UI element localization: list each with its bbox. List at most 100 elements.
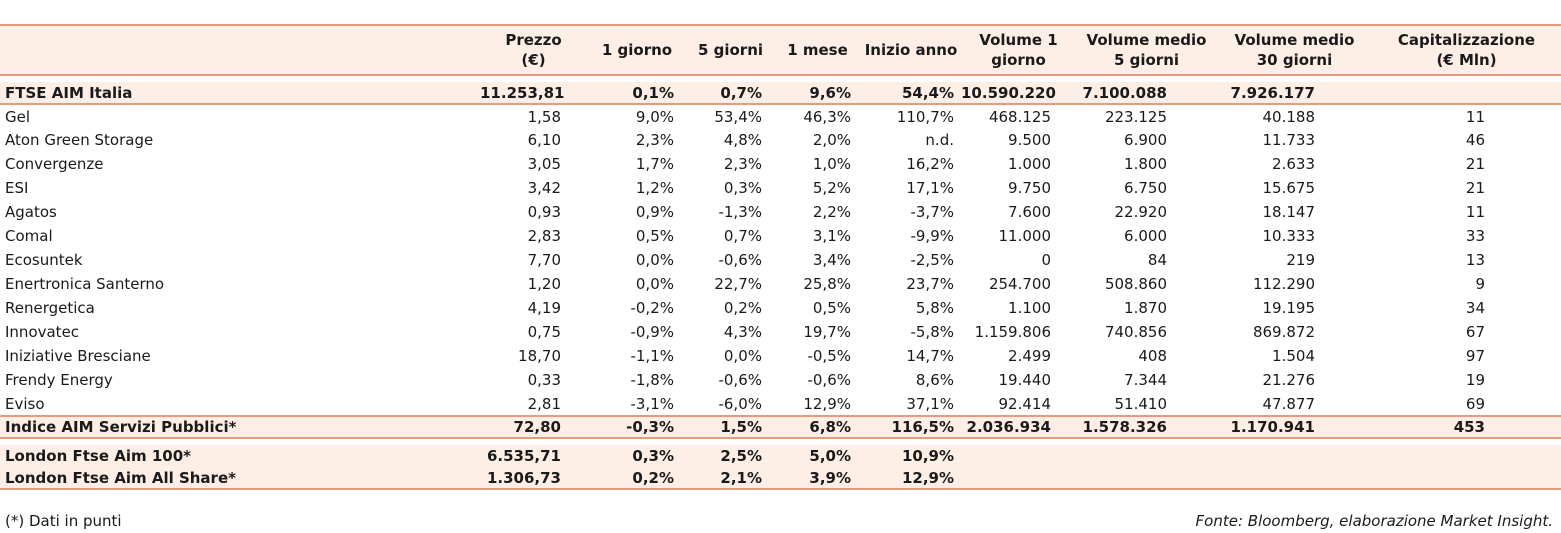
aim-utilities-table: Prezzo (€) 1 giorno 5 giorni 1 mese Inizio an… xyxy=(0,24,1561,490)
cell-5-days: 2,1% xyxy=(687,467,774,490)
table-row: Convergenze 3,05 1,7% 2,3% 1,0% 16,2% 1.000 1.8… xyxy=(0,152,1561,176)
row-name: Frendy Energy xyxy=(5,371,113,389)
table-row: Enertronica Santerno 1,20 0,0% 22,7% 25,8% 23… xyxy=(0,272,1561,296)
cell-5-days: -0,6% xyxy=(718,251,762,269)
row-name: Convergenze xyxy=(5,155,104,173)
cell-volume-avg-30-days: 10.333 xyxy=(1262,227,1316,245)
cell-market-cap: 9 xyxy=(1475,275,1485,293)
cell-price: 6,10 xyxy=(527,131,561,149)
table-row: Gel 1,58 9,0% 53,4% 46,3% 110,7% 468.125 223.12… xyxy=(0,104,1561,128)
cell-market-cap: 67 xyxy=(1465,323,1485,341)
header-1-month: 1 mese xyxy=(774,24,861,75)
row-name: London Ftse Aim All Share* xyxy=(0,467,480,490)
cell-5-days: 0,3% xyxy=(723,179,762,197)
cell-5-days: 2,5% xyxy=(720,447,762,465)
cell-price: 3,42 xyxy=(527,179,561,197)
cell-volume-avg-30-days: 15.675 xyxy=(1262,179,1316,197)
cell-volume-avg-30-days: 1.170.941 xyxy=(1217,415,1372,439)
cell-1-month: -0,5% xyxy=(807,347,851,365)
table-row: Aton Green Storage 6,10 2,3% 4,8% 2,0% n.d. 9.… xyxy=(0,128,1561,152)
cell-5-days: 0,0% xyxy=(723,347,762,365)
cell-volume-avg-30-days: 11.733 xyxy=(1262,131,1316,149)
source-note: Fonte: Bloomberg, elaborazione Market In… xyxy=(1195,512,1553,530)
cell-1-day: 9,0% xyxy=(635,107,674,126)
cell-volume-1-day: 9.750 xyxy=(1008,179,1051,197)
cell-volume-avg-5-days: 51.410 xyxy=(1114,394,1168,413)
cell-1-month: 6,8% xyxy=(774,415,861,439)
index-row-london-aim-all-share: London Ftse Aim All Share* 1.306,73 0,2% 2,… xyxy=(0,467,1561,490)
cell-ytd: 12,9% xyxy=(861,467,961,490)
cell-1-day: -0,3% xyxy=(587,415,687,439)
cell-market-cap: 21 xyxy=(1465,155,1485,173)
market-table-wrapper: Prezzo (€) 1 giorno 5 giorni 1 mese Inizio an… xyxy=(0,24,1561,490)
cell-1-month: 3,4% xyxy=(812,251,851,269)
cell-ytd: 110,7% xyxy=(896,107,954,126)
cell-market-cap: 97 xyxy=(1465,347,1485,365)
row-name: Agatos xyxy=(5,203,57,221)
cell-1-month: 5,2% xyxy=(812,179,851,197)
cell-1-day: 1,7% xyxy=(635,155,674,173)
cell-1-day: 0,1% xyxy=(587,82,687,105)
cell-5-days: -1,3% xyxy=(718,203,762,221)
cell-volume-1-day: 1.100 xyxy=(1008,299,1051,317)
row-name: ESI xyxy=(5,179,29,197)
cell-price: 4,19 xyxy=(527,299,561,317)
cell-price: 0,93 xyxy=(527,203,561,221)
cell-1-month: 25,8% xyxy=(803,275,851,293)
cell-market-cap xyxy=(1372,445,1561,467)
row-name: Aton Green Storage xyxy=(5,131,154,149)
cell-5-days: 0,7% xyxy=(687,82,774,105)
row-name: Ecosuntek xyxy=(5,251,83,269)
row-name: Renergetica xyxy=(5,299,95,317)
header-1-day: 1 giorno xyxy=(587,24,687,75)
index-row-aim-servizi-pubblici: Indice AIM Servizi Pubblici* 72,80 -0,3% 1,… xyxy=(0,415,1561,439)
cell-1-month: 1,0% xyxy=(812,155,851,173)
cell-1-day: 0,2% xyxy=(587,467,687,490)
cell-volume-avg-5-days: 1.578.326 xyxy=(1076,415,1217,439)
row-name: Iniziative Bresciane xyxy=(5,347,151,365)
table-footer: (*) Dati in punti Fonte: Bloomberg, elab… xyxy=(0,510,1561,532)
cell-volume-avg-30-days: 2.633 xyxy=(1272,155,1315,173)
cell-ytd: 116,5% xyxy=(861,415,961,439)
cell-ytd: 37,1% xyxy=(906,394,954,413)
cell-market-cap xyxy=(1372,82,1561,105)
cell-price: 2,83 xyxy=(527,227,561,245)
cell-1-month: 2,0% xyxy=(812,131,851,149)
table-row: Comal 2,83 0,5% 0,7% 3,1% -9,9% 11.000 6.000 10.… xyxy=(0,224,1561,248)
index-row-london-aim-100: London Ftse Aim 100* 6.535,71 0,3% 2,5% 5,0%… xyxy=(0,445,1561,467)
cell-volume-1-day: 2.499 xyxy=(1008,347,1051,365)
header-market-cap: Capitalizzazione (€ Mln) xyxy=(1372,24,1561,75)
header-volume-1-day: Volume 1 giorno xyxy=(961,24,1076,75)
cell-volume-1-day: 19.440 xyxy=(998,371,1052,389)
cell-volume-avg-5-days: 1.870 xyxy=(1124,299,1167,317)
header-name-column xyxy=(0,24,480,75)
cell-price: 1,58 xyxy=(527,107,561,126)
row-name: Eviso xyxy=(5,394,45,413)
cell-price: 6.535,71 xyxy=(486,447,561,465)
cell-1-day: -1,8% xyxy=(630,371,674,389)
cell-volume-avg-30-days: 869.872 xyxy=(1252,323,1315,341)
cell-ytd: 10,9% xyxy=(901,447,954,465)
cell-volume-avg-30-days: 112.290 xyxy=(1252,275,1315,293)
table-row: Innovatec 0,75 -0,9% 4,3% 19,7% -5,8% 1.159.80… xyxy=(0,320,1561,344)
cell-1-day: 2,3% xyxy=(635,131,674,149)
cell-1-day: 0,3% xyxy=(632,447,674,465)
cell-1-day: 1,2% xyxy=(635,179,674,197)
cell-volume-1-day: 10.590.220 xyxy=(961,82,1076,105)
row-name: Indice AIM Servizi Pubblici* xyxy=(0,415,480,439)
cell-ytd: 17,1% xyxy=(906,179,954,197)
cell-1-day: -0,9% xyxy=(630,323,674,341)
cell-volume-avg-5-days: 6.000 xyxy=(1124,227,1167,245)
cell-volume-1-day: 11.000 xyxy=(998,227,1052,245)
cell-1-month: 5,0% xyxy=(809,447,851,465)
cell-price: 3,05 xyxy=(527,155,561,173)
row-separator xyxy=(0,74,1561,82)
cell-volume-avg-5-days: 84 xyxy=(1147,251,1167,269)
table-row: Eviso 2,81 -3,1% -6,0% 12,9% 37,1% 92.414 51.41… xyxy=(0,392,1561,416)
cell-price: 1.306,73 xyxy=(480,467,587,490)
cell-1-day: 0,9% xyxy=(635,203,674,221)
header-volume-avg-5-days: Volume medio 5 giorni xyxy=(1076,24,1217,75)
row-name: FTSE AIM Italia xyxy=(0,82,480,105)
cell-market-cap: 453 xyxy=(1372,415,1561,439)
cell-volume-avg-30-days: 1.504 xyxy=(1272,347,1315,365)
